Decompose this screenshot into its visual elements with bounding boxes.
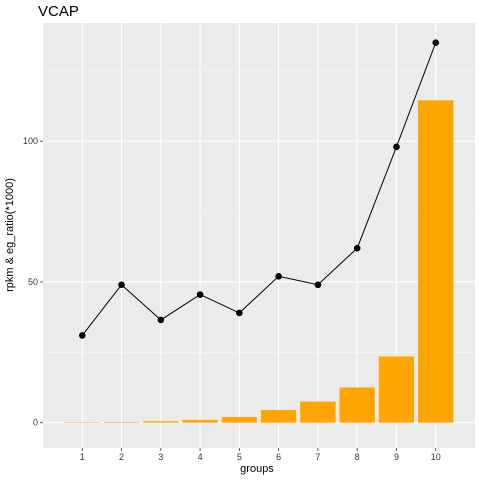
data-point <box>393 143 400 151</box>
data-point <box>78 332 86 339</box>
y-tick-label: 100 <box>23 136 38 146</box>
data-point <box>432 39 440 47</box>
x-tick-label: 4 <box>198 452 203 462</box>
x-tick-label: 6 <box>276 452 281 462</box>
bar <box>182 419 218 423</box>
chart-title: VCAP <box>38 3 79 20</box>
bar <box>143 421 179 423</box>
bar <box>378 356 415 423</box>
bar <box>418 100 454 423</box>
bar <box>339 387 375 423</box>
data-point <box>157 316 165 324</box>
y-tick-label: 50 <box>28 277 38 287</box>
y-axis-label: rpkm & eg_ratio(*1000) <box>4 178 16 292</box>
bar-series <box>64 100 454 423</box>
x-tick-label: 2 <box>119 452 124 462</box>
bar <box>260 410 297 423</box>
series-line <box>81 42 437 336</box>
data-point <box>196 291 204 298</box>
data-point <box>236 309 243 317</box>
x-tick-label: 5 <box>237 452 242 462</box>
grid-lines <box>43 23 475 448</box>
x-tick-label: 10 <box>431 452 441 462</box>
data-point <box>314 281 322 289</box>
x-tick-label: 9 <box>394 452 399 462</box>
bar <box>300 401 336 423</box>
x-tick-label: 8 <box>355 452 360 462</box>
x-tick-label: 3 <box>158 452 163 462</box>
x-tick-label: 7 <box>315 452 320 462</box>
bar <box>103 422 140 423</box>
data-point <box>353 244 361 252</box>
axes: 0 50 100 1 2 3 4 5 6 7 8 9 10 <box>23 136 441 462</box>
line-series <box>78 39 440 339</box>
x-axis-label: groups <box>240 463 274 475</box>
x-tick-label: 1 <box>80 452 85 462</box>
data-point <box>275 273 282 280</box>
bar <box>221 417 258 423</box>
data-point <box>118 281 125 289</box>
bar <box>64 422 100 423</box>
y-tick-label: 0 <box>33 418 38 428</box>
